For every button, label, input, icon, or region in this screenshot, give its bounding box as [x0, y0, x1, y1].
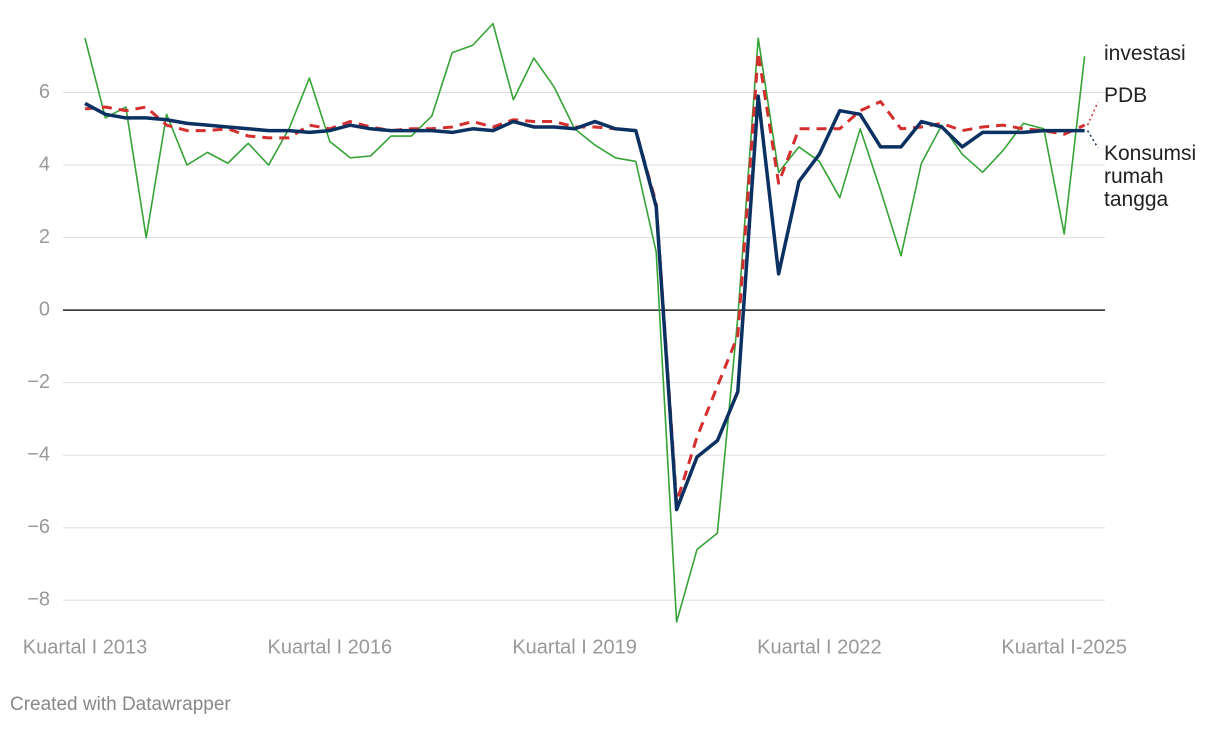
- series-line: [84, 94, 1085, 512]
- label-connector: [1086, 130, 1099, 149]
- y-tick-label: 6: [39, 81, 50, 103]
- y-tick-label: 0: [39, 298, 50, 320]
- legend-label: Konsumsi rumah tangga: [1104, 142, 1197, 211]
- legend-label: investasi: [1104, 42, 1186, 65]
- legend-label: PDB: [1104, 84, 1148, 107]
- y-tick-label: −6: [27, 516, 50, 538]
- y-tick-label: 2: [39, 226, 50, 248]
- label-connector: [1086, 101, 1099, 126]
- x-tick-label: Kuartal I 2022: [757, 636, 882, 658]
- x-tick-label: Kuartal I 2016: [268, 636, 393, 658]
- y-tick-label: −8: [27, 589, 50, 611]
- y-tick-label: 4: [39, 153, 50, 175]
- x-tick-label: Kuartal I 2013: [23, 636, 148, 658]
- y-tick-label: −2: [27, 371, 50, 393]
- series-line: [84, 51, 1086, 504]
- x-tick-label: Kuartal I 2019: [512, 636, 637, 658]
- series-line: [84, 22, 1086, 623]
- y-tick-label: −4: [27, 443, 50, 465]
- credit: Created with Datawrapper: [10, 694, 231, 715]
- x-tick-label: Kuartal I-2025: [1001, 636, 1127, 658]
